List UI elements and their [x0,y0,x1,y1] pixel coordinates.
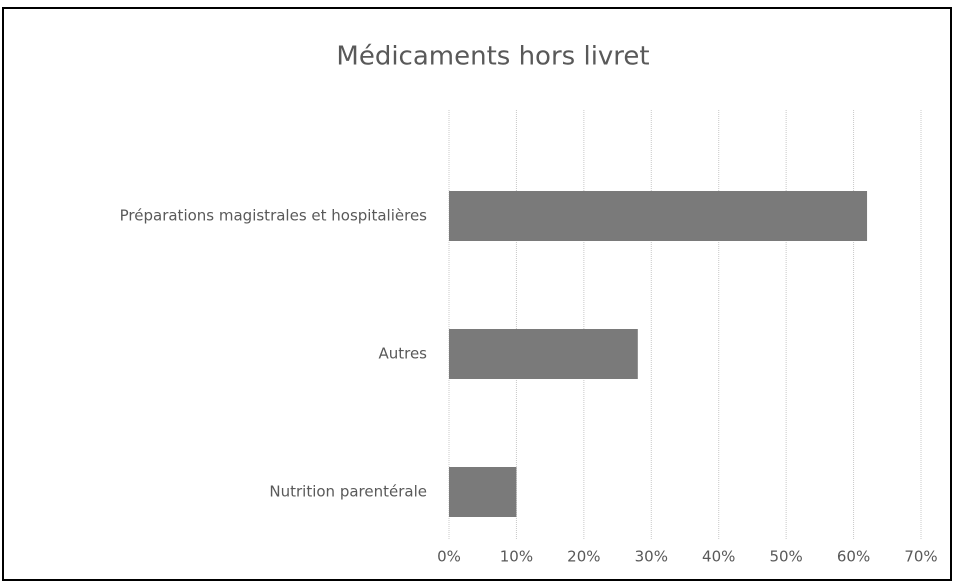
y-tick-label: Préparations magistrales et hospitalière… [120,207,428,225]
x-tick-label: 0% [437,548,461,566]
x-tick-label: 70% [904,548,937,566]
x-tick-label: 10% [500,548,533,566]
x-tick-label: 40% [702,548,735,566]
x-tick-label: 60% [837,548,870,566]
bar [449,329,638,379]
y-tick-label: Nutrition parentérale [269,483,427,501]
chart-title: Médicaments hors livret [336,42,649,72]
bar [449,467,517,517]
x-tick-label: 30% [635,548,668,566]
bar [449,191,868,241]
x-tick-label: 50% [769,548,802,566]
x-tick-label: 20% [567,548,600,566]
y-tick-label: Autres [378,345,427,363]
